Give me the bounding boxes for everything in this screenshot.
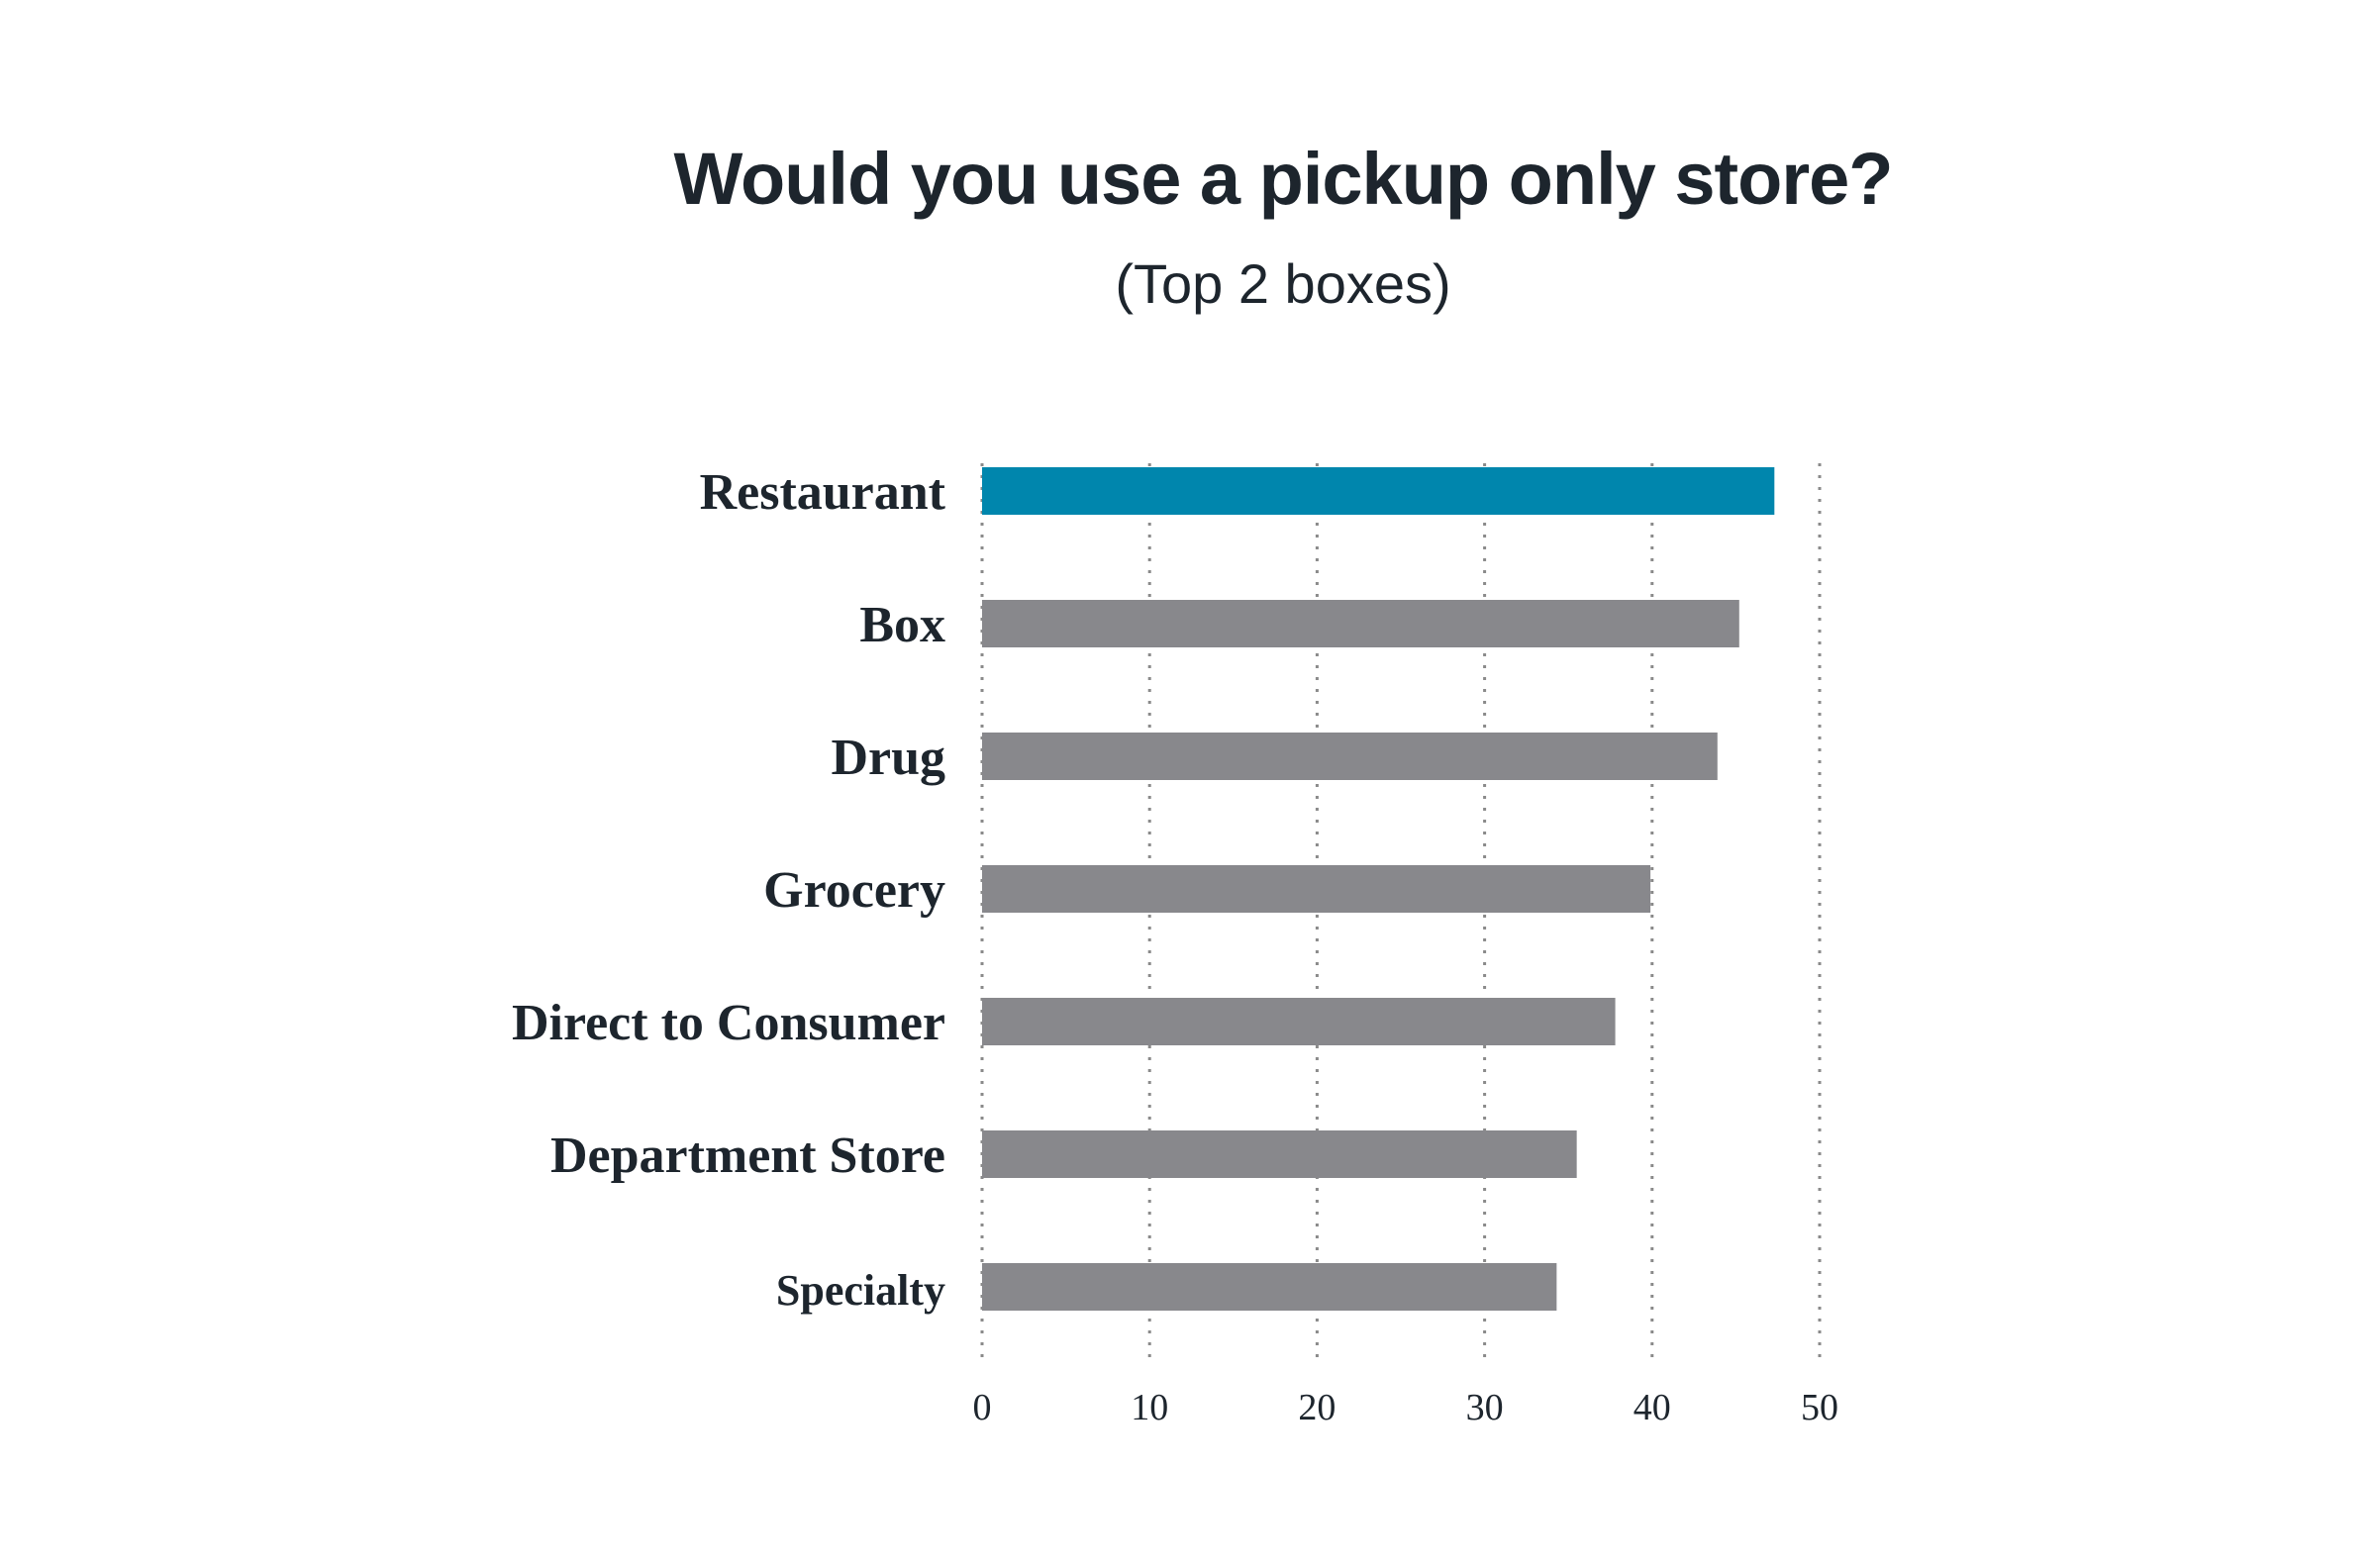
- chart-subtitle: (Top 2 boxes): [1115, 252, 1451, 315]
- bar-specialty: [982, 1263, 1557, 1311]
- bar-grocery: [982, 865, 1651, 913]
- bar-department-store: [982, 1130, 1577, 1178]
- x-tick-label: 40: [1634, 1387, 1671, 1428]
- x-tick-label: 30: [1466, 1387, 1504, 1428]
- category-label: Department Store: [550, 1127, 945, 1184]
- x-axis-ticks: 0 10 20 30 40 50: [973, 1387, 1839, 1428]
- chart-title: Would you use a pickup only store?: [673, 138, 1893, 220]
- bar-restaurant: [982, 467, 1775, 515]
- x-tick-label: 0: [973, 1387, 992, 1428]
- category-label: Drug: [831, 730, 945, 786]
- bar-direct-to-consumer: [982, 998, 1616, 1045]
- bars: [982, 467, 1775, 1311]
- category-labels: Restaurant Box Drug Grocery Direct to Consum…: [512, 464, 946, 1315]
- category-label: Box: [859, 597, 945, 653]
- bar-drug: [982, 733, 1718, 780]
- category-label: Restaurant: [700, 464, 946, 521]
- category-label: Grocery: [763, 862, 945, 919]
- x-tick-label: 10: [1131, 1387, 1168, 1428]
- category-label: Specialty: [776, 1266, 945, 1315]
- bar-box: [982, 600, 1739, 647]
- x-tick-label: 20: [1298, 1387, 1336, 1428]
- x-tick-label: 50: [1801, 1387, 1838, 1428]
- category-label: Direct to Consumer: [512, 995, 945, 1051]
